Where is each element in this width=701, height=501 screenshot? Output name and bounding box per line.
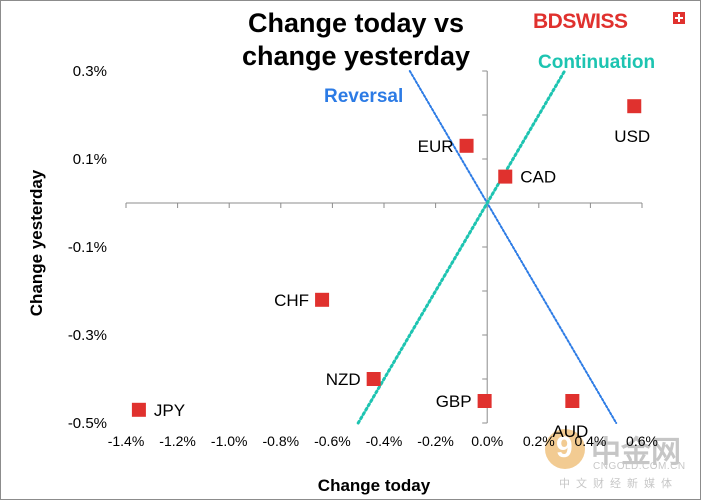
y-tick-label: -0.1% <box>68 239 107 256</box>
chart-title-line-1: Change today vs <box>247 8 465 38</box>
y-tick-label: 0.3% <box>73 63 107 80</box>
point-marker-chf <box>315 292 330 307</box>
point-label-jpy: JPY <box>154 401 185 420</box>
cngold-logo-icon <box>545 429 585 469</box>
cngold-watermark: 中金网 CNGOLD.COM.CN 中文财经新媒体 <box>541 427 701 497</box>
point-label-nzd: NZD <box>326 370 361 389</box>
y-tick-label: -0.3% <box>68 327 107 344</box>
point-label-chf: CHF <box>274 291 309 310</box>
point-label-aud: AUD <box>552 422 588 441</box>
y-tick-label: -0.5% <box>68 415 107 432</box>
point-label-cad: CAD <box>520 168 556 187</box>
y-tick-label: 0.1% <box>73 151 107 168</box>
point-marker-aud <box>565 394 580 408</box>
point-marker-jpy <box>131 402 146 417</box>
reversal-label: Reversal <box>324 86 403 107</box>
watermark-name: 中金网 <box>591 435 681 470</box>
logo-text-swiss: SWISS <box>562 10 628 33</box>
x-tick-label: -0.6% <box>314 433 351 449</box>
x-tick-label: -0.2% <box>417 433 454 449</box>
x-tick-label: -1.0% <box>211 433 248 449</box>
point-marker-eur <box>459 138 474 153</box>
bdswiss-logo: BDSWISS <box>533 10 691 34</box>
x-tick-label: 0.0% <box>471 433 503 449</box>
point-marker-nzd <box>366 372 381 386</box>
continuation-label: Continuation <box>538 52 655 73</box>
chart-title: Change today vs change yesterday <box>206 7 506 73</box>
swiss-flag-icon <box>673 12 685 24</box>
point-label-gbp: GBP <box>436 392 472 411</box>
reversal-line <box>408 70 618 424</box>
x-tick-label: -0.4% <box>366 433 403 449</box>
x-tick-label: -1.2% <box>159 433 196 449</box>
point-label-eur: EUR <box>418 137 454 156</box>
watermark-url: CNGOLD.COM.CN <box>593 461 686 472</box>
watermark-subtitle: 中文财经新媒体 <box>559 477 678 490</box>
x-axis-title: Change today <box>318 476 431 495</box>
continuation-line <box>356 69 567 425</box>
x-tick-label: 0.2% <box>523 433 555 449</box>
x-tick-label: 0.6% <box>626 433 658 449</box>
logo-text-bd: BD <box>533 10 563 33</box>
x-tick-label: -0.8% <box>263 433 300 449</box>
point-label-usd: USD <box>614 127 650 146</box>
x-tick-label: 0.4% <box>574 433 606 449</box>
point-marker-usd <box>627 99 642 114</box>
point-marker-gbp <box>477 394 492 408</box>
x-tick-label: -1.4% <box>108 433 145 449</box>
y-axis-title: Change yesterday <box>27 169 46 316</box>
chart-title-line-2: change yesterday <box>241 41 471 71</box>
point-marker-cad <box>498 169 513 184</box>
